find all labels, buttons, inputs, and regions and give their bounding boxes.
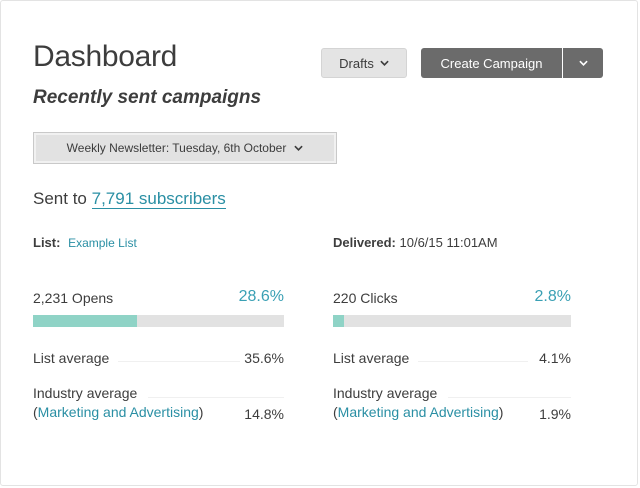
clicks-industry-paren-open: ( <box>333 404 338 420</box>
opens-list-average-value: 35.6% <box>244 350 284 366</box>
opens-industry-paren-open: ( <box>33 404 38 420</box>
subscribers-link[interactable]: 7,791 subscribers <box>91 189 226 209</box>
opens-industry-paren-close: ) <box>198 404 204 420</box>
clicks-progress-fill <box>333 315 344 327</box>
clicks-list-average-value: 4.1% <box>539 350 571 366</box>
delivered-value: 10/6/15 11:01AM <box>399 235 498 250</box>
chevron-down-icon <box>294 145 304 151</box>
clicks-industry-average-label: Industry average <box>333 385 438 401</box>
clicks-industry-paren-close: ) <box>498 404 504 420</box>
clicks-industry-average-value: 1.9% <box>539 406 571 422</box>
drafts-button-label: Drafts <box>339 55 374 71</box>
create-campaign-menu-button[interactable] <box>563 48 603 78</box>
opens-industry-link[interactable]: Marketing and Advertising <box>37 404 199 420</box>
opens-count: 2,231 Opens <box>33 290 114 306</box>
opens-industry-category: (Marketing and Advertising) <box>33 404 203 420</box>
opens-industry-average-label: Industry average <box>33 385 138 401</box>
sent-prefix: Sent to <box>33 189 87 208</box>
campaign-select[interactable]: Weekly Newsletter: Tuesday, 6th October <box>33 132 337 164</box>
clicks-industry-category: (Marketing and Advertising) <box>333 404 503 420</box>
clicks-percent: 2.8% <box>534 288 571 305</box>
clicks-list-average-label: List average <box>333 350 410 366</box>
opens-list-divider <box>118 361 240 362</box>
chevron-down-icon <box>578 60 588 66</box>
list-label: List: <box>33 235 61 250</box>
opens-list-average-label: List average <box>33 350 110 366</box>
chevron-down-icon <box>380 60 389 66</box>
sent-summary: Sent to 7,791 subscribers <box>33 189 226 209</box>
clicks-industry-divider <box>448 397 571 398</box>
create-campaign-button[interactable]: Create Campaign <box>421 48 562 78</box>
opens-industry-average-value: 14.8% <box>244 406 284 422</box>
opens-progress-fill <box>33 315 138 327</box>
clicks-progress-bar <box>333 315 571 327</box>
list-link[interactable]: Example List <box>68 236 137 250</box>
list-info: List: Example List <box>33 235 137 250</box>
campaign-select-value: Weekly Newsletter: Tuesday, 6th October <box>66 141 287 155</box>
opens-industry-divider <box>148 397 284 398</box>
opens-progress-bar <box>33 315 284 327</box>
opens-percent: 28.6% <box>238 288 284 305</box>
clicks-industry-link[interactable]: Marketing and Advertising <box>337 404 499 420</box>
page-subtitle: Recently sent campaigns <box>33 87 262 108</box>
create-campaign-label: Create Campaign <box>440 55 543 71</box>
clicks-count: 220 Clicks <box>333 290 398 306</box>
delivered-label: Delivered: <box>333 235 396 250</box>
drafts-button[interactable]: Drafts <box>321 48 407 78</box>
clicks-list-divider <box>418 361 528 362</box>
page-title: Dashboard <box>33 40 178 73</box>
delivered-info: Delivered: 10/6/15 11:01AM <box>333 235 498 250</box>
